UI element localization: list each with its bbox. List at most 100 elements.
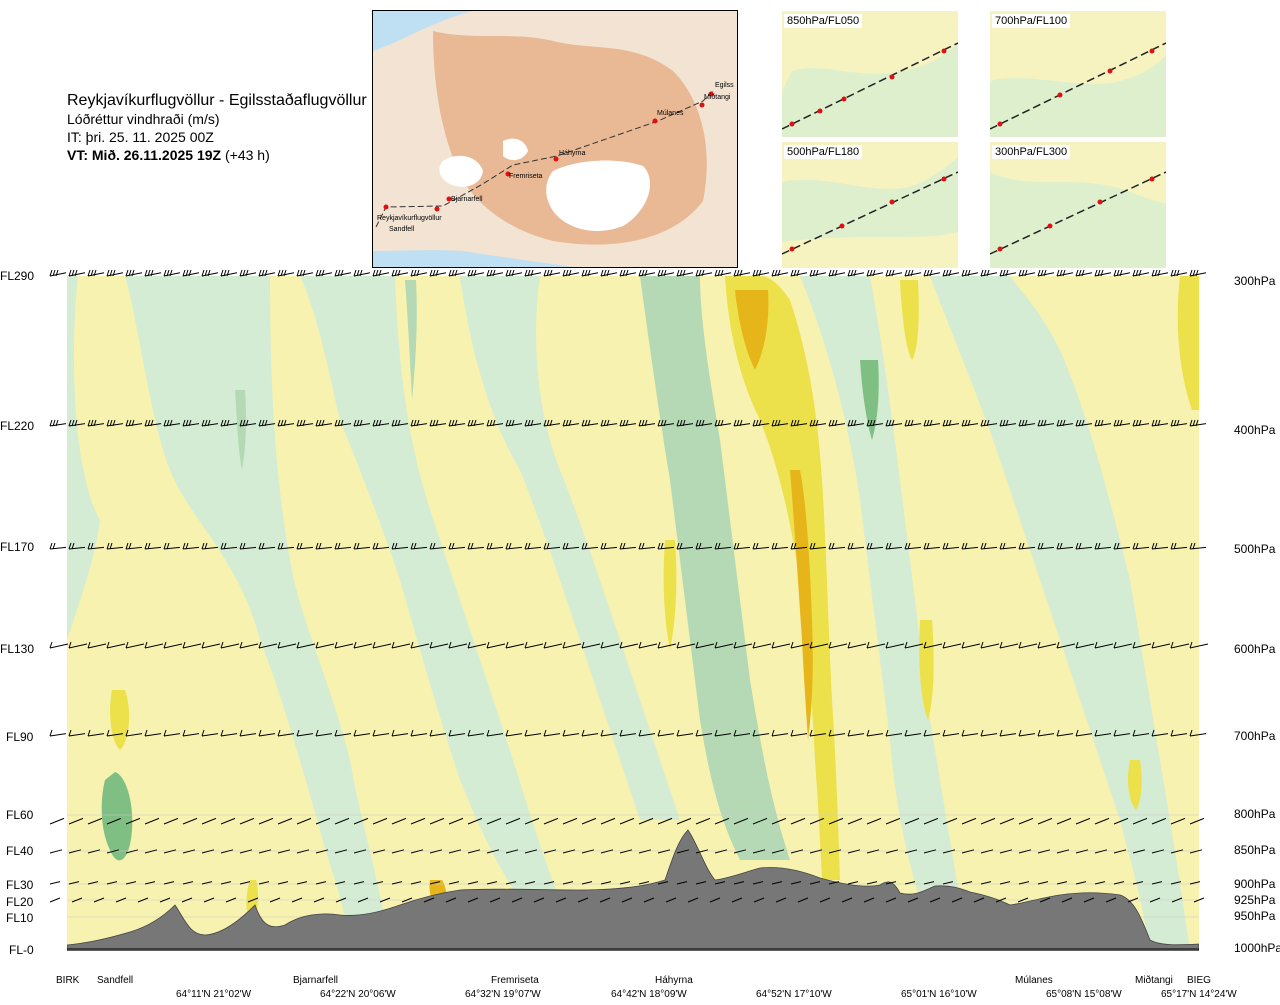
- wind-barb-feather: [299, 419, 303, 427]
- wind-barb: [315, 849, 329, 854]
- wind-barb: [391, 643, 411, 649]
- wind-barb-feather: [850, 269, 854, 277]
- wind-barb-feather: [923, 542, 927, 550]
- wind-barb: [505, 643, 525, 649]
- wind-barb: [1113, 643, 1133, 649]
- thumbnail-300hpa[interactable]: 300hPa/FL300: [990, 142, 1166, 268]
- wind-barb-feather: [315, 269, 319, 277]
- wind-barb-feather: [619, 269, 623, 277]
- wind-barb: [1189, 849, 1203, 854]
- wind-barb-feather: [125, 269, 129, 277]
- wind-barb-feather: [1094, 729, 1098, 737]
- wind-barb-feather: [527, 269, 531, 277]
- wind-barb: [239, 817, 255, 825]
- pressure-label: 950hPa: [1234, 909, 1276, 923]
- wind-barb: [771, 817, 787, 825]
- green-area: [1037, 420, 1054, 520]
- wind-barb: [543, 881, 555, 885]
- wind-barb-feather: [106, 419, 110, 427]
- thumbnail-700hpa[interactable]: 700hPa/FL100: [990, 11, 1166, 137]
- wind-barb: [258, 849, 272, 854]
- wind-barb: [1056, 817, 1072, 825]
- wind-barb-feather: [543, 729, 547, 737]
- wind-barb: [163, 643, 183, 649]
- wind-barb-feather: [1170, 729, 1174, 737]
- wind-barb-feather: [87, 542, 91, 550]
- wind-barb-feather: [625, 269, 629, 277]
- wind-barb: [220, 881, 232, 885]
- yellow-area: [663, 540, 677, 650]
- wind-barb-feather: [1132, 542, 1136, 550]
- wind-barb: [448, 272, 466, 277]
- wind-barb: [511, 897, 523, 903]
- wind-barb: [448, 849, 462, 854]
- thumbnail-850hpa[interactable]: 850hPa/FL050: [782, 11, 958, 137]
- wind-barb-feather: [777, 269, 781, 277]
- wind-barb-feather: [983, 542, 987, 550]
- wind-barb-feather: [397, 269, 401, 277]
- wind-barb: [247, 897, 259, 903]
- wind-barb: [695, 849, 709, 854]
- yellow-area: [900, 280, 919, 360]
- wind-barb-feather: [318, 269, 322, 277]
- wind-barb: [524, 272, 542, 277]
- glacier: [503, 138, 528, 161]
- wind-barb-feather: [182, 641, 186, 649]
- wind-barb: [467, 643, 487, 649]
- svg-text:Fremriseta: Fremriseta: [509, 173, 543, 180]
- wind-barb-feather: [530, 269, 534, 277]
- wind-barb: [923, 643, 943, 649]
- wind-barb-feather: [188, 269, 192, 277]
- wind-barb-feather: [945, 542, 949, 550]
- wind-barb-feather: [581, 729, 585, 737]
- wind-barb-feather: [223, 542, 227, 550]
- wind-barb-feather: [258, 269, 262, 277]
- wind-barb-feather: [467, 641, 471, 649]
- wind-barb-feather: [467, 419, 471, 427]
- wind-barb: [87, 272, 105, 277]
- wind-barb: [201, 733, 219, 737]
- wind-barb: [296, 881, 308, 885]
- wind-barb-feather: [1151, 419, 1155, 427]
- wind-barb: [676, 643, 696, 649]
- wind-barb: [790, 817, 806, 825]
- wind-barb-feather: [603, 419, 607, 427]
- wind-barb: [904, 817, 920, 825]
- wind-barb-feather: [1075, 641, 1079, 649]
- wind-barb-feather: [524, 542, 528, 550]
- wind-barb-feather: [1078, 542, 1082, 550]
- wind-barb-feather: [1116, 269, 1120, 277]
- wind-barb-feather: [1078, 419, 1082, 427]
- wind-barb: [1075, 849, 1089, 854]
- wind-barb-feather: [790, 269, 794, 277]
- wind-barb-feather: [128, 542, 132, 550]
- wind-barb-feather: [565, 419, 569, 427]
- wind-barb-feather: [907, 269, 911, 277]
- wind-barb: [847, 733, 865, 737]
- wind-barb: [1075, 733, 1093, 737]
- thumbnail-500hpa[interactable]: 500hPa/FL180: [782, 142, 958, 268]
- wind-barb-feather: [106, 641, 110, 649]
- wind-barb-feather: [774, 542, 778, 550]
- wind-barb: [296, 272, 314, 277]
- wind-barb-feather: [942, 542, 946, 550]
- wind-barb-feather: [201, 729, 205, 737]
- wind-barb: [410, 643, 430, 649]
- thumbnail-label: 300hPa/FL300: [992, 145, 1071, 159]
- wind-barb: [1151, 817, 1167, 825]
- wind-barb: [353, 849, 367, 854]
- wind-barb-feather: [413, 542, 417, 550]
- wind-barb-feather: [52, 269, 56, 277]
- wind-barb-feather: [565, 542, 569, 550]
- wind-barb-feather: [489, 419, 493, 427]
- wind-barb-feather: [277, 729, 281, 737]
- wind-barb-feather: [606, 269, 610, 277]
- wind-barb-feather: [587, 419, 591, 427]
- wind-barb-feather: [907, 419, 911, 427]
- wind-barb-feather: [1062, 269, 1066, 277]
- wind-barb: [357, 897, 369, 903]
- wind-barb: [562, 817, 578, 825]
- wind-barb-feather: [698, 419, 702, 427]
- wind-barb-feather: [1189, 419, 1193, 427]
- wind-barb-feather: [910, 419, 914, 427]
